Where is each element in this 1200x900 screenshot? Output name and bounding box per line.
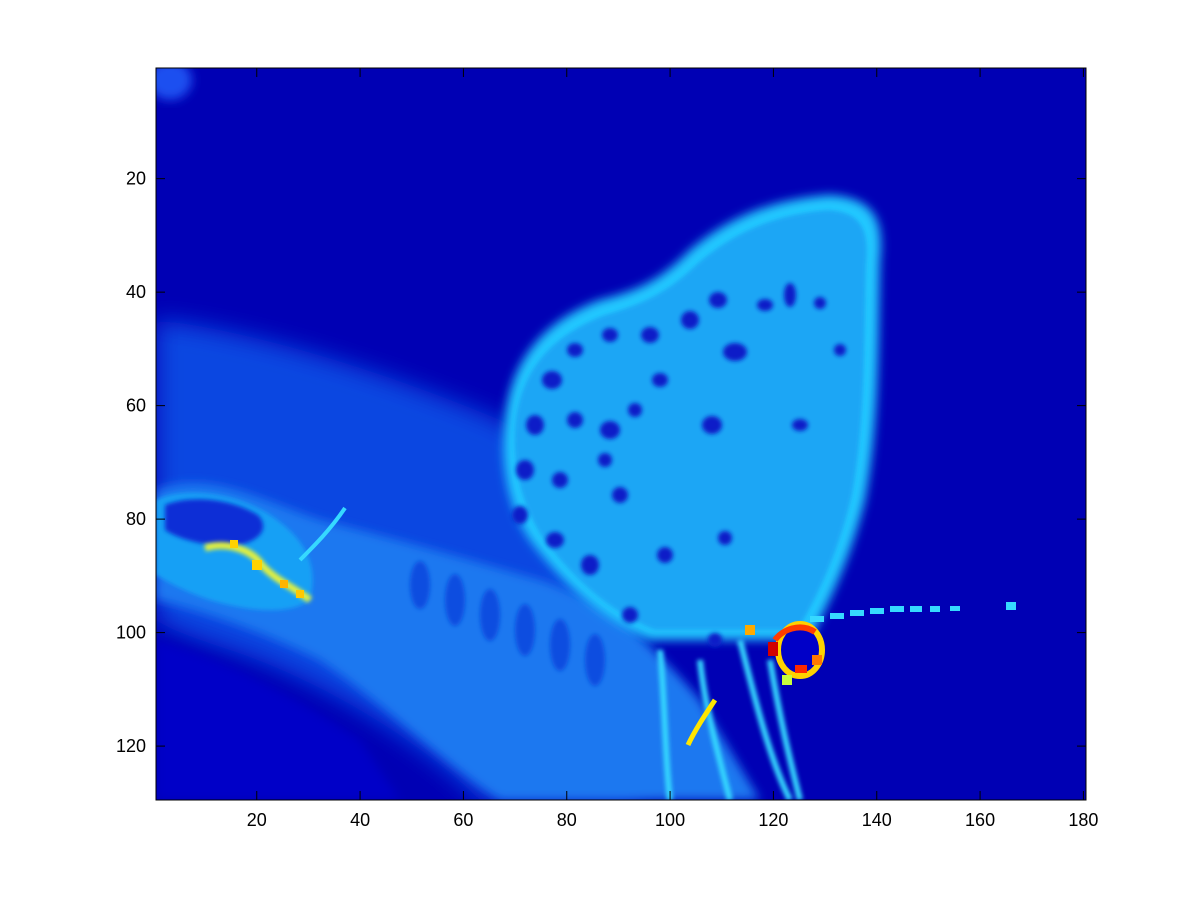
- y-tick-label: 20: [126, 169, 146, 189]
- x-tick-label: 140: [862, 810, 892, 830]
- y-tick-label: 40: [126, 282, 146, 302]
- heatmap-body-stripes: [410, 561, 605, 686]
- heatmap-streak: [685, 698, 718, 747]
- heatmap-wing: [514, 210, 867, 630]
- y-tick-label: 60: [126, 396, 146, 416]
- x-tick-label: 160: [965, 810, 995, 830]
- heatmap-hotspot-left: [203, 540, 313, 603]
- x-axis: 20 40 60 80 100 120 140 160 180: [247, 68, 1098, 830]
- x-tick-label: 80: [557, 810, 577, 830]
- heatmap-head-dark: [165, 499, 264, 546]
- y-axis: 20 40 60 80 100 120: [116, 169, 1086, 756]
- plot-frame: [155, 67, 1087, 801]
- heatmap-antenna-left: [298, 506, 347, 562]
- x-tick-label: 60: [453, 810, 473, 830]
- y-tick-label: 120: [116, 736, 146, 756]
- heatmap-lower-dark: [156, 640, 400, 800]
- x-tick-label: 100: [655, 810, 685, 830]
- heatmap-image: [156, 68, 1086, 800]
- y-tick-label: 100: [116, 623, 146, 643]
- heatmap-corner-glow: [156, 68, 192, 100]
- x-tick-label: 120: [758, 810, 788, 830]
- heatmap-hotspot-right: [745, 621, 825, 685]
- x-tick-label: 180: [1068, 810, 1098, 830]
- heatmap-antenna-right: [810, 602, 1016, 622]
- y-tick-label: 80: [126, 509, 146, 529]
- x-tick-label: 40: [350, 810, 370, 830]
- heatmap-legs: [657, 639, 803, 800]
- heatmap-wing-dots: [512, 283, 846, 647]
- x-tick-label: 20: [247, 810, 267, 830]
